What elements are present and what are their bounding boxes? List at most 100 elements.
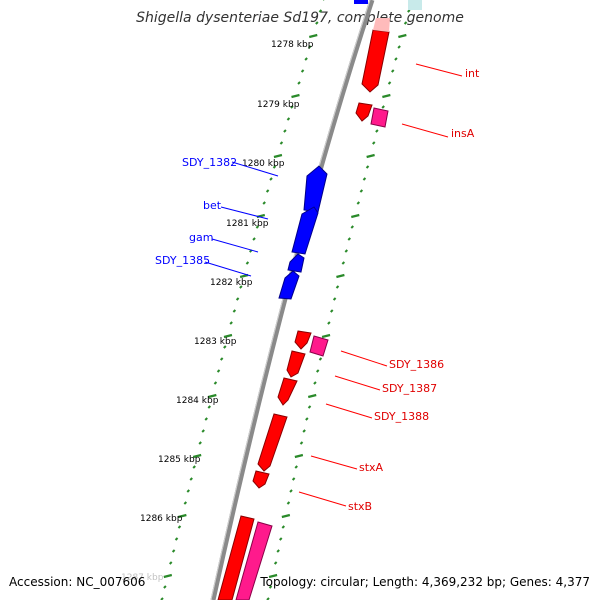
scale-minor-tick bbox=[213, 381, 218, 385]
scale-minor-tick bbox=[394, 57, 398, 61]
gene-arrow-SDY_1386[interactable] bbox=[294, 330, 312, 350]
gene-arrow-bet[interactable] bbox=[291, 206, 319, 255]
gene-arrow-SDY_1385[interactable] bbox=[278, 270, 300, 300]
feature-insA[interactable] bbox=[370, 107, 389, 128]
scale-minor-tick bbox=[391, 69, 395, 73]
scale-minor-tick bbox=[272, 165, 277, 169]
scale-minor-tick bbox=[279, 141, 284, 145]
scale-major-tick bbox=[281, 513, 291, 519]
scale-minor-tick bbox=[335, 285, 340, 289]
scale-minor-tick bbox=[315, 21, 319, 25]
scale-minor-tick bbox=[192, 465, 196, 469]
gene-arrow-bottom[interactable] bbox=[217, 515, 255, 600]
scale-minor-tick bbox=[286, 501, 291, 505]
scale-minor-tick bbox=[171, 549, 176, 553]
scale-minor-tick bbox=[276, 549, 280, 553]
scale-minor-tick bbox=[207, 405, 211, 409]
gene-arrow-stxB[interactable] bbox=[252, 470, 270, 489]
scale-minor-tick bbox=[198, 441, 202, 445]
scale-minor-tick bbox=[305, 417, 309, 421]
gene-arrow-insA-partner[interactable] bbox=[355, 102, 373, 122]
gene-label[interactable]: SDY_1387 bbox=[382, 382, 437, 395]
scale-minor-tick bbox=[255, 225, 260, 229]
scale-minor-tick bbox=[183, 501, 188, 505]
scale-labels: 1278 kbp 1279 kbp 1280 kbp 1281 kbp 1282… bbox=[121, 40, 314, 583]
gene-arrow-SDY_1387[interactable] bbox=[286, 350, 306, 378]
scale-minor-tick bbox=[245, 261, 250, 265]
feature-SDY_1386[interactable] bbox=[309, 335, 329, 357]
gene-label[interactable]: bet bbox=[203, 199, 222, 212]
forward-gene-labels: int insA SDY_1386 SDY_1387 SDY_1388 stxA… bbox=[348, 67, 480, 513]
scale-label: 1286 kbp bbox=[140, 514, 183, 524]
scale-label: 1287 kbp bbox=[121, 573, 164, 583]
scale-label: 1284 kbp bbox=[176, 396, 219, 406]
scale-minor-tick bbox=[387, 81, 392, 85]
gene-label[interactable]: SDY_1385 bbox=[155, 254, 210, 267]
scale-minor-tick bbox=[313, 381, 317, 385]
scale-minor-tick bbox=[283, 129, 287, 133]
gene-label[interactable]: SDY_1388 bbox=[374, 410, 429, 423]
gene-arrow-SDY_1382[interactable] bbox=[303, 165, 328, 213]
scale-minor-tick bbox=[281, 525, 285, 529]
gene-label[interactable]: int bbox=[465, 67, 480, 80]
scale-minor-tick bbox=[407, 9, 411, 13]
scale-ticks-inner bbox=[160, 0, 325, 600]
scale-minor-tick bbox=[362, 177, 367, 181]
scale-minor-tick bbox=[341, 261, 346, 265]
scale-major-tick bbox=[294, 453, 304, 459]
scale-label: 1285 kbp bbox=[158, 455, 201, 465]
scale-minor-tick bbox=[347, 237, 351, 241]
scale-minor-tick bbox=[279, 537, 283, 541]
scale-minor-tick bbox=[232, 309, 237, 313]
scale-minor-tick bbox=[300, 69, 305, 73]
gene-arrow-SDY_1388[interactable] bbox=[277, 377, 298, 406]
reverse-gene-leaders bbox=[204, 161, 279, 277]
gene-partial-reverse[interactable] bbox=[354, 0, 368, 4]
gene-arrow-int[interactable] bbox=[361, 29, 390, 93]
scale-major-tick bbox=[223, 333, 233, 339]
scale-major-tick bbox=[382, 93, 391, 99]
scale-minor-tick bbox=[397, 45, 401, 49]
scale-label: 1280 kbp bbox=[242, 159, 285, 169]
scale-minor-tick bbox=[169, 561, 173, 565]
gene-arrow-stxA[interactable] bbox=[257, 413, 288, 472]
scale-minor-tick bbox=[268, 585, 273, 589]
scale-minor-tick bbox=[290, 105, 294, 109]
scale-major-tick bbox=[309, 33, 318, 39]
scale-major-tick bbox=[239, 273, 249, 279]
scale-minor-tick bbox=[186, 489, 190, 493]
scale-minor-tick bbox=[163, 585, 167, 589]
gene-label[interactable]: stxB bbox=[348, 500, 372, 513]
scale-minor-tick bbox=[302, 429, 306, 433]
gene-label[interactable]: SDY_1382 bbox=[182, 156, 237, 169]
gene-label[interactable]: gam bbox=[189, 231, 213, 244]
scale-major-tick bbox=[208, 393, 217, 399]
scale-major-tick bbox=[178, 513, 187, 519]
scale-minor-tick bbox=[229, 321, 233, 325]
scale-minor-tick bbox=[219, 357, 224, 361]
feature-bottom[interactable] bbox=[235, 521, 273, 600]
gene-arrow-gam[interactable] bbox=[287, 253, 305, 273]
scale-minor-tick bbox=[289, 489, 293, 493]
gene-label[interactable]: stxA bbox=[359, 461, 384, 474]
scale-label: 1282 kbp bbox=[210, 278, 253, 288]
gene-label[interactable]: SDY_1386 bbox=[389, 358, 444, 371]
scale-minor-tick bbox=[318, 357, 323, 361]
forward-strand-genes bbox=[217, 18, 390, 600]
scale-major-tick bbox=[291, 93, 300, 99]
scale-minor-tick bbox=[223, 345, 227, 349]
scale-minor-tick bbox=[304, 57, 308, 61]
scale-minor-tick bbox=[365, 165, 370, 169]
scale-minor-tick bbox=[294, 465, 298, 469]
scale-major-tick bbox=[398, 33, 407, 39]
map-title: Shigella dysenteriae Sd197, complete gen… bbox=[136, 10, 464, 26]
scale-minor-tick bbox=[201, 429, 205, 433]
gene-label[interactable]: insA bbox=[451, 127, 475, 140]
scale-major-tick bbox=[307, 393, 317, 399]
scale-minor-tick bbox=[239, 285, 243, 289]
scale-minor-tick bbox=[327, 321, 331, 325]
scale-minor-tick bbox=[189, 477, 193, 481]
scale-minor-tick bbox=[216, 369, 221, 373]
feature-partial-forward[interactable] bbox=[408, 0, 422, 10]
